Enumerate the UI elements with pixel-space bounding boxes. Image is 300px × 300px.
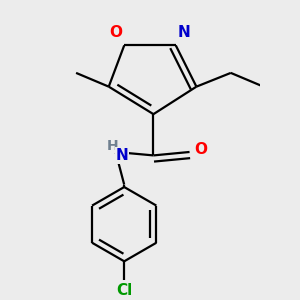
Text: H: H — [107, 139, 119, 153]
Text: O: O — [194, 142, 207, 157]
Text: Cl: Cl — [116, 283, 132, 298]
Text: N: N — [116, 148, 128, 163]
Text: O: O — [109, 25, 122, 40]
Text: N: N — [178, 25, 191, 40]
